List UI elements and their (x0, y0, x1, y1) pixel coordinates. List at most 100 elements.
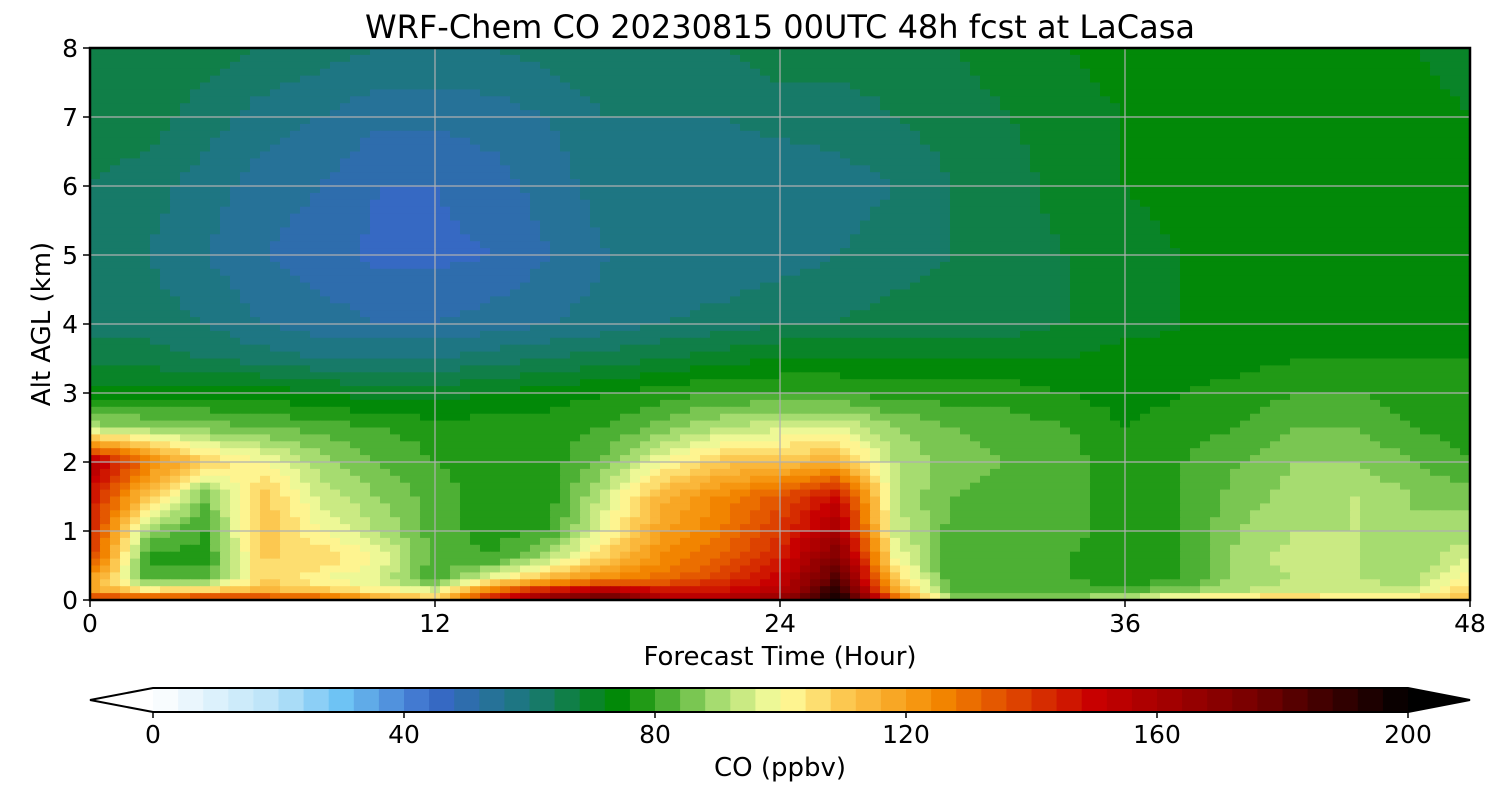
contour-cell (1000, 48, 1011, 56)
contour-cell (110, 117, 121, 125)
contour-cell (930, 158, 941, 166)
contour-cell (1400, 289, 1411, 297)
contour-cell (290, 220, 301, 228)
contour-cell (1350, 54, 1361, 63)
contour-cell (820, 179, 831, 187)
contour-cell (650, 89, 661, 97)
contour-cell (1080, 117, 1091, 125)
contour-cell (500, 234, 511, 242)
contour-cell (700, 137, 711, 146)
contour-cell (640, 172, 651, 180)
contour-cell (720, 213, 731, 222)
contour-cell (280, 158, 291, 166)
contour-cell (730, 61, 741, 70)
contour-cell (910, 255, 921, 263)
contour-cell (1020, 110, 1031, 118)
contour-cell (800, 241, 811, 249)
contour-cell (360, 186, 371, 194)
contour-cell (1460, 220, 1471, 228)
contour-cell (490, 96, 501, 104)
contour-cell (1050, 117, 1061, 125)
contour-cell (1430, 137, 1441, 146)
contour-cell (910, 130, 921, 139)
contour-cell (1460, 179, 1471, 187)
contour-cell (450, 117, 461, 125)
contour-cell (1190, 151, 1201, 159)
contour-cell (590, 192, 601, 201)
contour-cell (100, 158, 111, 166)
contour-cell (970, 289, 981, 297)
contour-cell (160, 282, 171, 291)
contour-cell (370, 179, 381, 187)
contour-cell (790, 123, 801, 132)
contour-cell (1000, 137, 1011, 146)
contour-cell (1090, 103, 1101, 111)
contour-cell (1380, 220, 1391, 228)
contour-cell (710, 179, 721, 187)
contour-cell (330, 158, 341, 166)
contour-cell (150, 179, 161, 187)
contour-cell (600, 158, 611, 166)
contour-cell (780, 151, 791, 159)
contour-cell (1300, 261, 1311, 270)
contour-cell (1000, 199, 1011, 208)
contour-cell (810, 54, 821, 63)
contour-cell (730, 268, 741, 277)
contour-cell (1210, 213, 1221, 222)
contour-cell (260, 227, 271, 235)
contour-cell (1460, 48, 1471, 56)
contour-cell (940, 75, 951, 84)
contour-cell (530, 144, 541, 153)
contour-cell (310, 241, 321, 249)
contour-cell (890, 241, 901, 249)
contour-cell (970, 117, 981, 125)
contour-cell (890, 255, 901, 263)
contour-cell (600, 255, 611, 263)
contour-cell (1100, 144, 1111, 153)
contour-cell (1390, 137, 1401, 146)
contour-cell (660, 130, 671, 139)
contour-cell (670, 261, 681, 270)
contour-cell (770, 289, 781, 297)
contour-cell (1190, 137, 1201, 146)
contour-cell (850, 61, 861, 70)
contour-cell (1250, 89, 1261, 97)
contour-cell (280, 117, 291, 125)
contour-cell (1250, 82, 1261, 90)
contour-cell (320, 158, 331, 166)
contour-cell (1200, 282, 1211, 291)
contour-cell (910, 54, 921, 63)
contour-cell (980, 213, 991, 222)
contour-cell (330, 54, 341, 63)
contour-cell (360, 123, 371, 132)
contour-cell (250, 248, 261, 256)
contour-cell (1420, 130, 1431, 139)
contour-cell (1050, 186, 1061, 194)
contour-cell (1210, 199, 1221, 208)
contour-cell (980, 117, 991, 125)
contour-cell (1220, 234, 1231, 242)
contour-cell (240, 296, 251, 304)
contour-cell (1270, 144, 1281, 153)
contour-cell (800, 213, 811, 222)
contour-cell (670, 54, 681, 63)
contour-cell (1170, 275, 1181, 284)
contour-cell (670, 192, 681, 201)
contour-cell (1360, 54, 1371, 63)
contour-cell (1030, 165, 1041, 173)
contour-cell (860, 227, 871, 235)
contour-cell (1230, 268, 1241, 277)
contour-cell (550, 255, 561, 263)
contour-cell (1000, 192, 1011, 201)
contour-cell (500, 137, 511, 146)
contour-cell (890, 110, 901, 118)
contour-cell (1080, 261, 1091, 270)
contour-cell (460, 123, 471, 132)
contour-cell (1360, 158, 1371, 166)
contour-cell (210, 206, 221, 215)
contour-cell (180, 165, 191, 173)
contour-cell (1040, 172, 1051, 180)
contour-cell (260, 89, 271, 97)
contour-cell (720, 89, 731, 97)
contour-cell (680, 130, 691, 139)
